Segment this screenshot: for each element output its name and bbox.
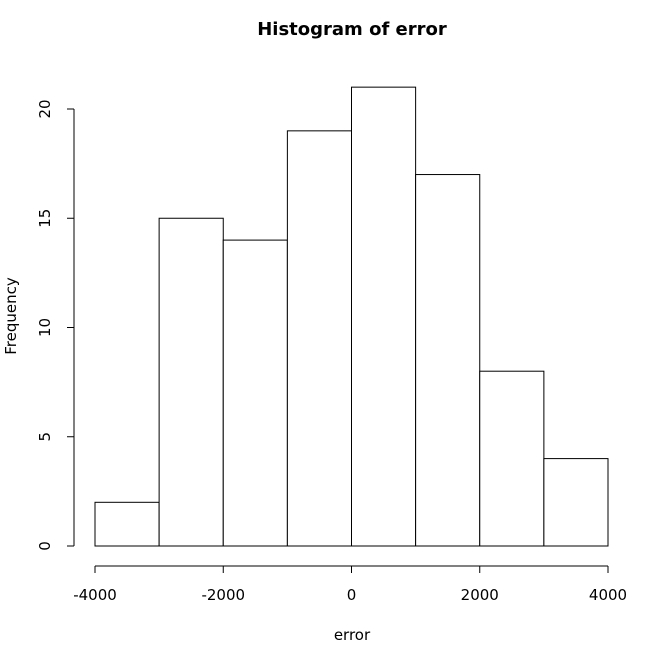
- x-tick-label: 0: [347, 586, 357, 604]
- histogram-bar: [351, 86, 417, 547]
- y-tick-label: 20: [36, 99, 54, 118]
- histogram-bar: [415, 174, 481, 547]
- y-axis: 0 5 10 15 20: [36, 99, 75, 551]
- chart-title: Histogram of error: [257, 19, 447, 40]
- y-axis-label: Frequency: [2, 277, 20, 355]
- y-tick-label: 5: [36, 432, 54, 442]
- x-tick-label: -4000: [73, 586, 117, 604]
- histogram-bar: [479, 370, 545, 547]
- histogram-bar: [94, 501, 160, 547]
- y-tick-label: 0: [36, 541, 54, 551]
- x-axis: -4000 -2000 0 2000 4000: [73, 565, 627, 604]
- histogram-bar: [222, 239, 288, 547]
- x-tick-label: -2000: [201, 586, 245, 604]
- histogram-bar: [543, 458, 609, 547]
- histogram-bar: [158, 217, 224, 547]
- y-tick-label: 15: [36, 209, 54, 228]
- y-tick-label: 10: [36, 318, 54, 337]
- x-axis-label: error: [334, 626, 371, 644]
- x-tick-label: 2000: [461, 586, 499, 604]
- histogram-bar: [286, 130, 352, 547]
- bars-group: [94, 86, 609, 547]
- x-tick-label: 4000: [589, 586, 627, 604]
